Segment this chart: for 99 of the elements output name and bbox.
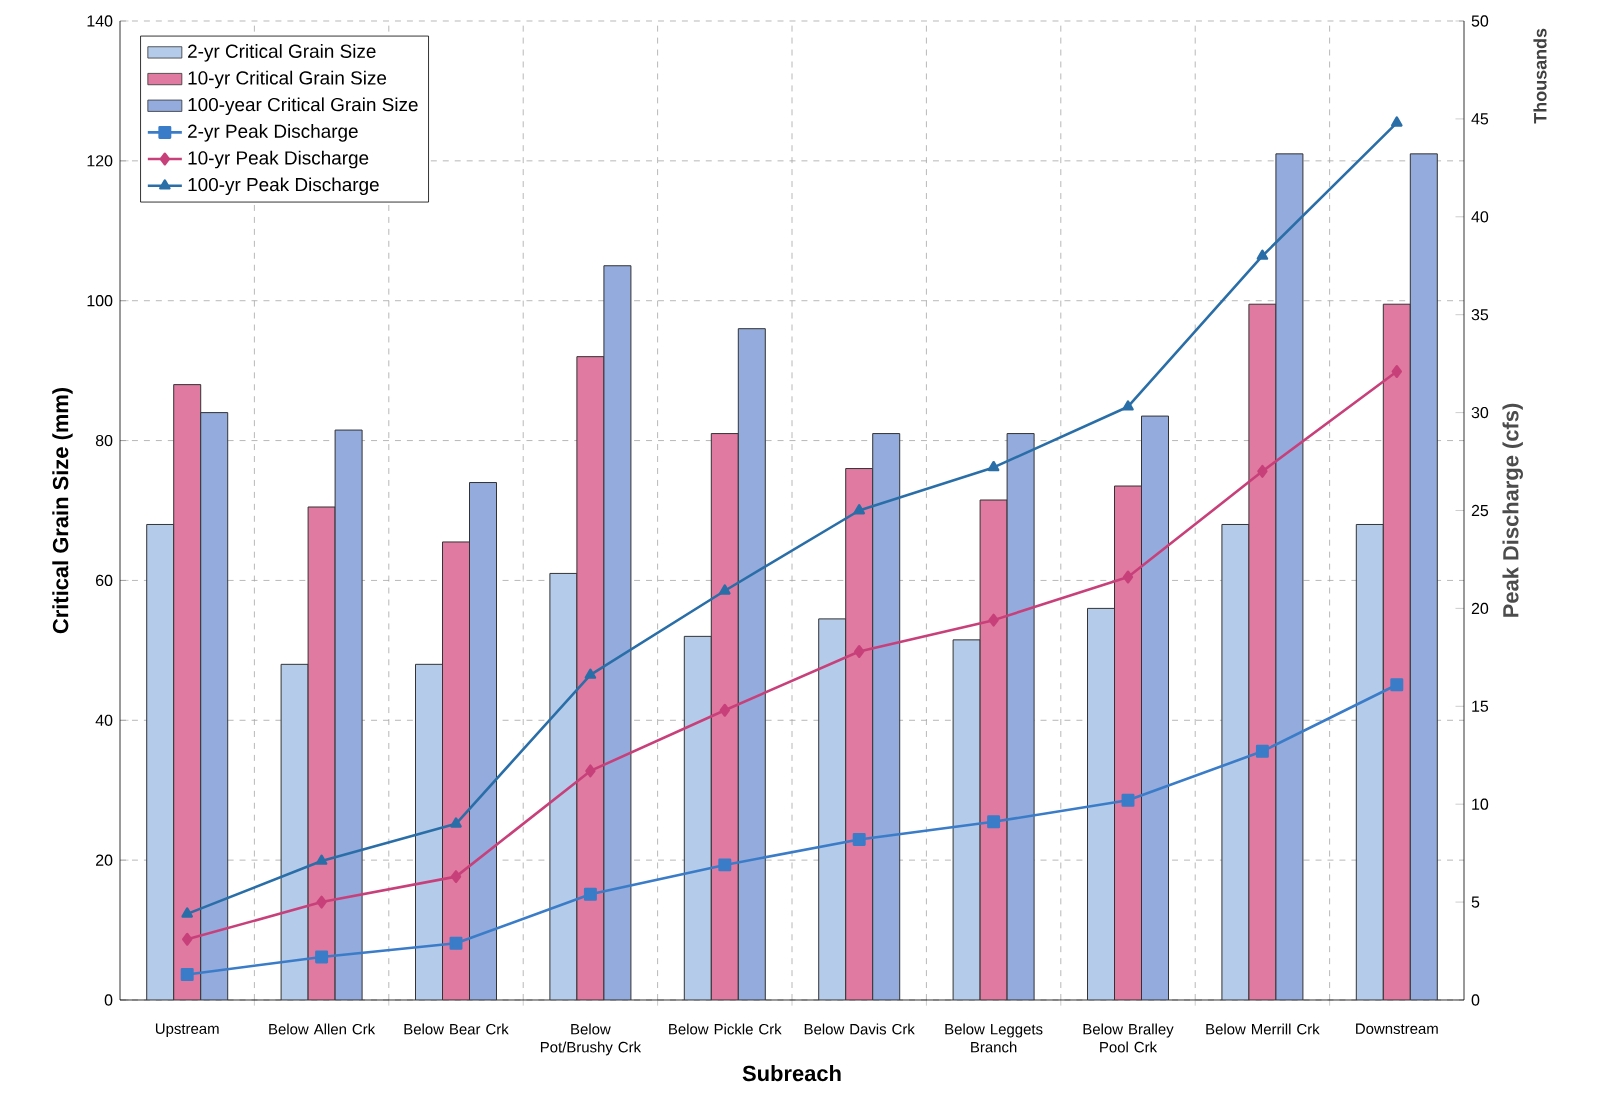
bar	[1275, 153, 1304, 1000]
bar	[442, 541, 470, 1000]
y-tick-label: 120	[87, 155, 113, 167]
point	[450, 870, 462, 884]
point	[181, 907, 193, 918]
y2-tick-label: 20	[1471, 602, 1489, 615]
y2-tick-label: 45	[1471, 113, 1489, 125]
point	[1121, 793, 1135, 807]
bar	[1382, 303, 1411, 1000]
point	[315, 854, 328, 865]
point	[719, 703, 730, 717]
point	[1390, 678, 1404, 692]
legend-label: 2-yr Peak Discharge	[188, 124, 358, 142]
point	[987, 460, 1000, 472]
point	[987, 815, 1001, 829]
bar	[710, 433, 739, 1000]
y2-tick-label: 10	[1472, 798, 1489, 810]
x-tick-label: Below Pot/Brushy Crk	[540, 1023, 642, 1056]
y2-tick-label: 15	[1472, 700, 1489, 712]
point	[1255, 744, 1269, 758]
bar	[737, 328, 766, 1000]
point	[182, 932, 193, 946]
point	[584, 668, 597, 679]
y-axis-title: Critical Grain Size (mm)	[52, 387, 73, 634]
y2-tick-label: 50	[1471, 15, 1489, 27]
bar	[872, 433, 901, 1000]
x-tick-label: Upstream	[155, 1023, 219, 1037]
point	[719, 584, 731, 595]
bar	[1006, 433, 1035, 1000]
y2-tick-label: 40	[1471, 211, 1489, 223]
bar	[1355, 523, 1384, 1000]
bar	[307, 506, 336, 1000]
point	[1122, 570, 1134, 584]
bar	[818, 618, 847, 1000]
bar	[952, 639, 981, 1000]
point	[1391, 365, 1402, 378]
bar	[469, 482, 497, 1000]
x-tick-label: Downstream	[1356, 1023, 1438, 1034]
bar	[1141, 415, 1170, 1000]
legend-label: 100-year Critical Grain Size	[188, 97, 418, 116]
bar	[576, 356, 605, 1000]
y2-tick-label: 30	[1471, 406, 1489, 419]
y-tick-label: 140	[87, 15, 113, 27]
point	[1391, 116, 1403, 127]
y2-tick-label: 35	[1471, 309, 1489, 321]
bar	[415, 663, 443, 1000]
point	[316, 895, 327, 909]
bar	[200, 412, 229, 1000]
x-tick-label: Below Bear Crk	[404, 1023, 509, 1035]
point	[853, 504, 865, 515]
y2-axis-title: Peak Discharge (cfs)	[1502, 403, 1523, 617]
y-tick-label: 40	[95, 714, 113, 726]
x-tick-label: Below Bralley Pool Crk	[1083, 1023, 1174, 1053]
bar	[1087, 607, 1116, 1000]
bar	[280, 663, 309, 1000]
y2-tick-label: 25	[1471, 504, 1489, 517]
x-tick-label: Below Allen Crk	[269, 1023, 376, 1035]
legend-label: 10-yr Peak Discharge	[188, 150, 369, 169]
bar	[1114, 485, 1143, 1000]
bar	[1248, 303, 1277, 1000]
bar	[549, 572, 578, 1000]
point	[585, 764, 596, 778]
point	[718, 858, 732, 872]
x-axis-title: Subreach	[742, 1065, 841, 1082]
bar	[979, 499, 1008, 1000]
point	[1256, 249, 1269, 260]
text: Thousands	[1533, 28, 1547, 124]
point	[449, 936, 463, 950]
y-tick-label: 0	[104, 994, 113, 1006]
point	[854, 644, 865, 658]
y-tick-label: 60	[96, 574, 113, 587]
bar	[334, 429, 363, 1000]
point	[852, 832, 866, 846]
bar	[845, 468, 874, 1000]
x-tick-label: Below Merrill Crk	[1206, 1023, 1320, 1035]
point	[1257, 464, 1268, 478]
legend-label: 2-yr Critical Grain Size	[188, 44, 376, 62]
y-tick-label: 20	[96, 854, 113, 866]
bar	[173, 384, 202, 1000]
point	[315, 950, 329, 964]
y2-tick-label: 5	[1471, 896, 1480, 908]
point	[1122, 400, 1134, 411]
y-tick-label: 80	[95, 434, 113, 447]
legend-label: 10-yr Critical Grain Size	[188, 70, 387, 89]
point	[583, 887, 597, 901]
point	[450, 817, 462, 828]
bar	[683, 635, 712, 1000]
x-tick-label: Below Leggets Branch	[945, 1023, 1043, 1053]
legend-label: 100-yr Peak Discharge	[188, 177, 379, 196]
x-tick-label: Below Davis Crk	[804, 1023, 915, 1035]
x-tick-label: Below Pickle Crk	[669, 1023, 782, 1035]
bar	[1221, 523, 1250, 1000]
point	[988, 613, 999, 627]
bar	[146, 523, 175, 1000]
bar	[603, 265, 632, 1000]
y2-tick-label: 0	[1471, 994, 1480, 1006]
y-tick-label: 100	[87, 295, 113, 307]
point	[180, 968, 194, 982]
bar	[1409, 153, 1438, 1000]
